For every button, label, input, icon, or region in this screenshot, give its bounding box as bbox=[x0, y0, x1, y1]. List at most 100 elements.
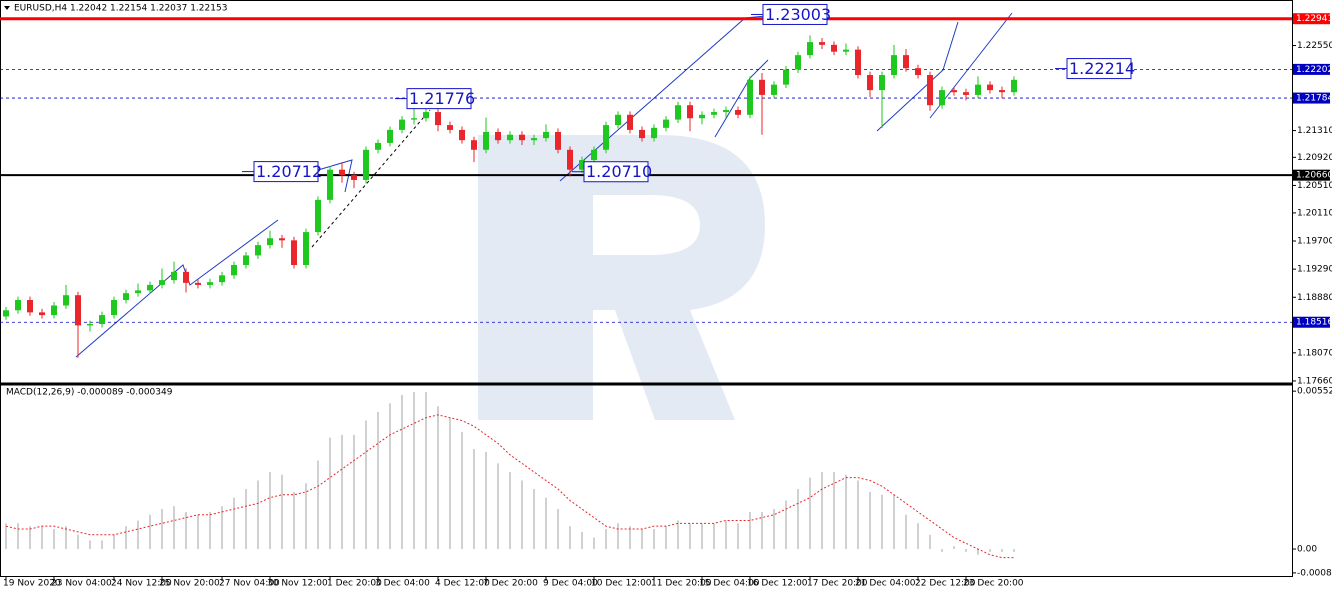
candle-body bbox=[123, 293, 129, 301]
trendline bbox=[317, 159, 353, 193]
candle-body bbox=[63, 295, 69, 306]
x-tick-label: 11 Dec 20:00 bbox=[651, 579, 712, 589]
candle-body bbox=[771, 84, 777, 95]
candle-body bbox=[111, 300, 117, 316]
trendline bbox=[714, 59, 769, 138]
candle-body bbox=[675, 105, 681, 120]
y-tick-label: 1.22550 bbox=[1297, 41, 1332, 51]
candle-body bbox=[327, 169, 333, 200]
candle-body bbox=[891, 55, 897, 76]
candle-body bbox=[783, 69, 789, 85]
annotation-label: 1.21776 bbox=[409, 89, 475, 108]
candle-body bbox=[435, 112, 441, 126]
candle-body bbox=[483, 131, 489, 150]
candle-body bbox=[279, 238, 285, 241]
candle-body bbox=[411, 118, 417, 120]
y-tick-label: 1.20920 bbox=[1297, 153, 1332, 163]
candle-body bbox=[51, 305, 57, 316]
candle-body bbox=[579, 160, 585, 170]
candle-body bbox=[399, 119, 405, 130]
x-tick-label: 23 Nov 04:00 bbox=[51, 579, 112, 589]
level-label: 1.18516 bbox=[1296, 318, 1332, 328]
candle-body bbox=[147, 284, 153, 291]
menu-arrow bbox=[4, 6, 10, 10]
trendline bbox=[876, 21, 959, 132]
candle-body bbox=[915, 68, 921, 76]
candle-body bbox=[183, 271, 189, 283]
x-tick-label: 17 Dec 20:00 bbox=[807, 579, 868, 589]
candle-body bbox=[315, 199, 321, 233]
trendline bbox=[75, 219, 279, 358]
candle-body bbox=[1011, 79, 1017, 93]
candle-body bbox=[27, 300, 33, 313]
x-tick-label: 4 Dec 12:00 bbox=[435, 579, 490, 589]
candle-body bbox=[843, 49, 849, 52]
candle-body bbox=[879, 75, 885, 91]
candle-body bbox=[87, 324, 93, 326]
candle-body bbox=[495, 131, 501, 141]
candle-body bbox=[531, 138, 537, 141]
y-tick-label: 1.20110 bbox=[1297, 208, 1332, 218]
x-tick-label: 9 Dec 04:00 bbox=[543, 579, 598, 589]
candle-body bbox=[471, 140, 477, 150]
x-tick-label: 3 Dec 04:00 bbox=[375, 579, 430, 589]
chart-title: EURUSD,H4 1.22042 1.22154 1.22037 1.2215… bbox=[14, 4, 227, 14]
x-tick-label: 15 Dec 04:00 bbox=[699, 579, 760, 589]
x-tick-label: 1 Dec 20:00 bbox=[327, 579, 382, 589]
candle-body bbox=[711, 112, 717, 115]
level-label-box bbox=[1293, 316, 1330, 328]
x-tick-label: 21 Dec 04:00 bbox=[855, 579, 916, 589]
candle-body bbox=[927, 75, 933, 106]
annotation-label: 1.23003 bbox=[765, 5, 831, 24]
candle-body bbox=[759, 79, 765, 95]
x-tick-label: 25 Nov 20:00 bbox=[159, 579, 220, 589]
annotation-box bbox=[762, 3, 828, 25]
candle-body bbox=[903, 55, 909, 69]
candle-body bbox=[555, 131, 561, 150]
candle-body bbox=[819, 42, 825, 45]
candle-body bbox=[459, 129, 465, 141]
x-tick-label: 16 Dec 12:00 bbox=[747, 579, 808, 589]
candle-body bbox=[999, 90, 1005, 93]
candle-body bbox=[255, 245, 261, 256]
candle-body bbox=[387, 129, 393, 143]
candle-body bbox=[195, 282, 201, 285]
candle-body bbox=[423, 112, 429, 119]
candle-body bbox=[603, 125, 609, 150]
candle-body bbox=[807, 42, 813, 56]
candle-body bbox=[615, 114, 621, 126]
x-tick-label: 19 Nov 2020 bbox=[3, 579, 61, 589]
candle-body bbox=[207, 282, 213, 285]
annotation-box bbox=[406, 88, 472, 110]
watermark bbox=[478, 135, 765, 420]
candle-body bbox=[567, 149, 573, 170]
x-tick-label: 30 Nov 12:00 bbox=[267, 579, 328, 589]
candle-body bbox=[339, 169, 345, 176]
candle-body bbox=[855, 49, 861, 76]
watermark-stem bbox=[478, 135, 593, 420]
candle-body bbox=[243, 255, 249, 266]
level-label-box bbox=[1293, 92, 1330, 104]
candle-body bbox=[867, 75, 873, 91]
annotation-box bbox=[253, 161, 319, 183]
annotation-label: 1.22214 bbox=[1069, 59, 1135, 78]
candle-body bbox=[591, 149, 597, 161]
y-tick-label: 1.19700 bbox=[1297, 237, 1332, 247]
x-tick-label: 27 Nov 04:00 bbox=[219, 579, 280, 589]
indicator-title: MACD(12,26,9) -0.000089 -0.000349 bbox=[6, 388, 173, 398]
candle-body bbox=[3, 310, 9, 317]
candle-body bbox=[735, 110, 741, 115]
x-tick-label: 22 Dec 12:00 bbox=[915, 579, 976, 589]
candle-body bbox=[987, 84, 993, 91]
annotation-label: 1.20712 bbox=[256, 162, 322, 181]
candle-body bbox=[135, 290, 141, 294]
candle-body bbox=[507, 134, 513, 141]
y-tick-label: 1.18880 bbox=[1297, 293, 1332, 303]
y-tick-label: 1.19290 bbox=[1297, 265, 1332, 275]
level-label-box bbox=[1293, 13, 1330, 25]
candle-body bbox=[627, 114, 633, 130]
candle-body bbox=[651, 127, 657, 139]
level-label: 1.21784 bbox=[1296, 94, 1332, 104]
candle-body bbox=[219, 275, 225, 283]
